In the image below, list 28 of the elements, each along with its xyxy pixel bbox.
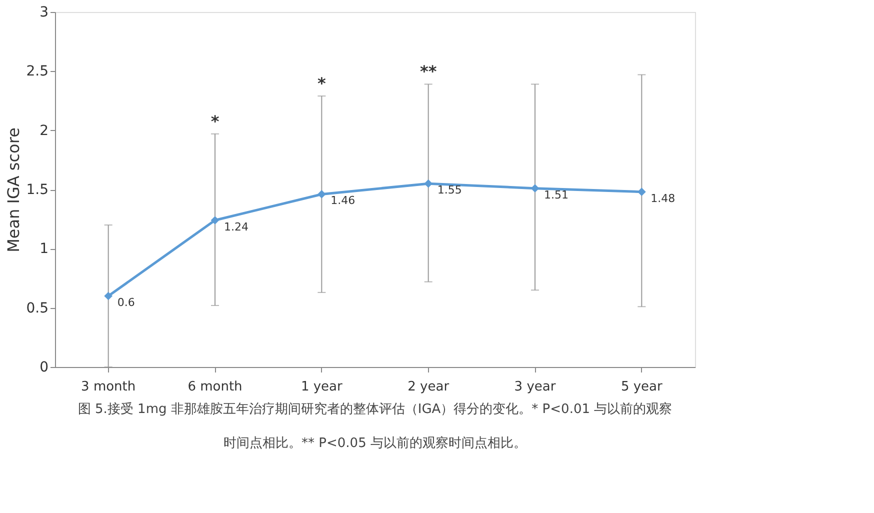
- y-axis-title: Mean IGA score: [4, 128, 24, 252]
- data-label: 1.46: [330, 194, 356, 208]
- data-label: 1.55: [437, 184, 462, 197]
- y-tick-label: 1.5: [26, 182, 48, 198]
- caption: 图 5.接受 1mg 非那雄胺五年治疗期间研究者的整体评估（IGA）得分的变化。* P<0.01 与以前的观察: [78, 401, 672, 417]
- x-tick-label: 3 year: [514, 380, 556, 394]
- y-tick-label: 3: [40, 4, 48, 20]
- point: [317, 190, 326, 198]
- y-tick-label: 2.5: [26, 64, 48, 80]
- data-label: 1.24: [224, 220, 248, 234]
- y-tick-label: 0: [40, 360, 48, 376]
- text: 时间点相比。** P<0.05 与以前的观察时间点相比。: [224, 435, 526, 451]
- x-tick-label: 2 year: [408, 380, 450, 394]
- data-label: 1.51: [544, 188, 568, 202]
- data-label: 0.6: [117, 296, 135, 309]
- point: [210, 216, 220, 224]
- point: [104, 292, 113, 300]
- annotation: **: [420, 62, 438, 82]
- x-tick-label: 3 month: [81, 380, 136, 394]
- annotation: *: [210, 112, 220, 131]
- x-tick-label: 5 year: [620, 380, 664, 394]
- annotation: *: [317, 74, 326, 94]
- y-tick-label: 0.5: [26, 300, 48, 316]
- y-tick-label: 1: [40, 241, 48, 258]
- y-tick-label: 2: [40, 122, 48, 139]
- x-tick-label: 1 year: [300, 380, 344, 394]
- data-label: 1.48: [650, 192, 676, 205]
- x-tick-label: 6 month: [188, 380, 242, 394]
